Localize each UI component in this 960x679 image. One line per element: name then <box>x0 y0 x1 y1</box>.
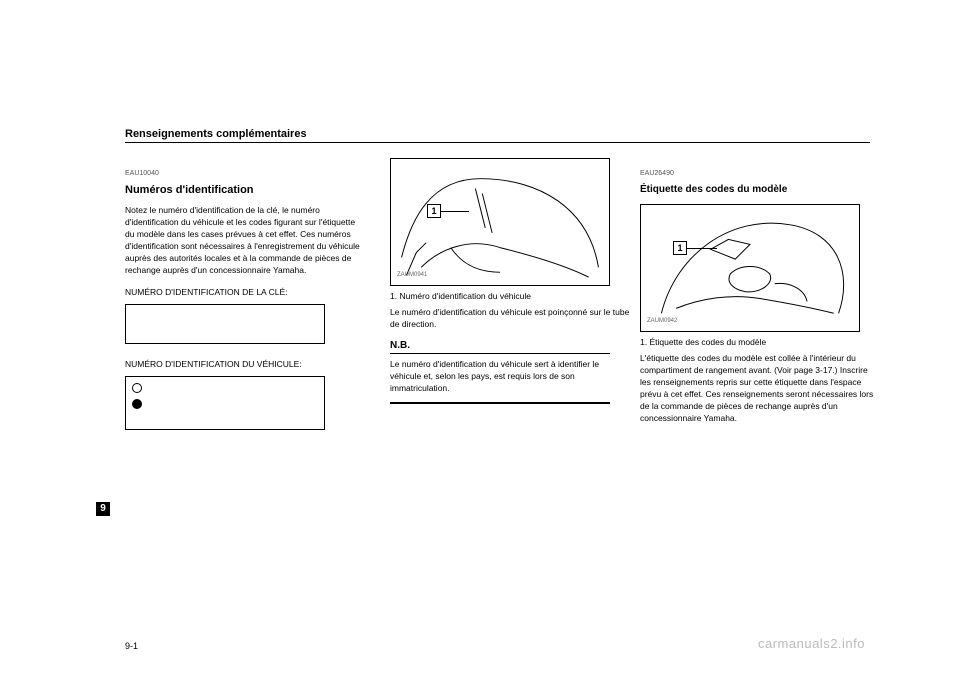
section-tab: 9 <box>96 502 110 516</box>
figure-code: ZAUM0941 <box>397 269 427 281</box>
boxlabel-key: NUMÉRO D'IDENTIFICATION DU VÉHICULE: <box>125 358 365 370</box>
column-1: EAU10040 Numéros d'identification Notez … <box>125 158 365 430</box>
compartment-icon <box>641 205 859 331</box>
ref-code-small: EAU10040 <box>125 168 365 180</box>
intro-paragraph: Notez le numéro d'identification de la c… <box>125 204 365 276</box>
leader-line-b <box>687 248 717 249</box>
figure-model-label: 1 ZAUM0942 <box>640 204 860 332</box>
section-title: Numéros d'identification <box>125 184 365 196</box>
figure-caption-2: 1. Numéro d'identification du véhicule <box>390 290 630 302</box>
callout-1b: 1 <box>673 241 687 255</box>
page-number: 9-1 <box>125 641 138 651</box>
nb-label: N.B. <box>390 340 610 354</box>
para-col3: L'étiquette des codes du modèle est coll… <box>640 352 880 424</box>
boxlabel-model: NUMÉRO D'IDENTIFICATION DE LA CLÉ: <box>125 286 365 298</box>
model-id-box <box>125 304 325 344</box>
figure-vehicle-id: 1 ZAUM0941 <box>390 158 610 286</box>
lead-text-2: Le numéro d'identification du véhicule e… <box>390 306 630 330</box>
column-3: EAU26490 Étiquette des codes du modèle 1… <box>640 158 880 428</box>
figure-caption-3: 1. Étiquette des codes du modèle <box>640 336 880 348</box>
key-id-box <box>125 376 325 430</box>
filled-circle-icon <box>132 399 142 409</box>
callout-1: 1 <box>427 204 441 218</box>
leader-line <box>441 211 469 212</box>
nb-text: Le numéro d'identification du véhicule s… <box>390 358 630 394</box>
circle-icon <box>132 383 142 393</box>
column-2: 1 ZAUM0941 1. Numéro d'identification du… <box>390 158 630 404</box>
page-header: Renseignements complémentaires <box>125 128 870 143</box>
ref-code-small-3: EAU26490 <box>640 168 880 180</box>
manual-page: Renseignements complémentaires EAU10040 … <box>0 0 960 679</box>
vehicle-frame-icon <box>391 159 609 285</box>
figure-code-3: ZAUM0942 <box>647 315 677 327</box>
watermark-text: carmanuals2.info <box>758 636 865 651</box>
subheading-3: Étiquette des codes du modèle <box>640 184 880 196</box>
divider-rule <box>390 402 610 404</box>
